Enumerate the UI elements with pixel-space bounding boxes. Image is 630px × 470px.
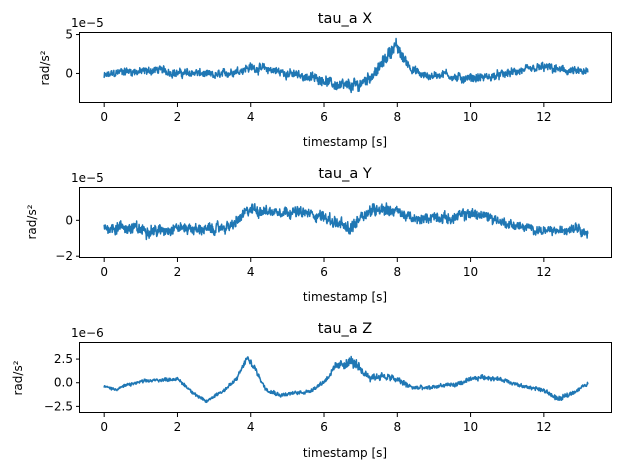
series-line (103, 37, 589, 94)
y-ticks: 05 (65, 28, 80, 80)
x-tick-label: 0 (100, 265, 108, 279)
x-tick-label: 6 (320, 110, 328, 124)
subplot-3: tau_a Z 1e−6 rad/s² timestamp [s] −2.5 0.… (11, 321, 612, 460)
y-tick-label: −2 (55, 249, 73, 263)
y-tick-label: 0.0 (54, 376, 73, 390)
x-tick-label: 4 (247, 110, 255, 124)
x-tick-label: 10 (463, 110, 478, 124)
y-axis-label: rad/s² (25, 204, 39, 239)
x-axis-label: timestamp [s] (303, 135, 387, 149)
series-line (103, 202, 589, 241)
x-axis-label: timestamp [s] (303, 290, 387, 304)
subplot-2: tau_a Y 1e−5 rad/s² timestamp [s] −2 0 0 2… (25, 166, 612, 304)
chart-title: tau_a Z (318, 321, 373, 337)
offset-text: 1e−5 (71, 16, 104, 30)
x-axis-label: timestamp [s] (303, 446, 387, 460)
series-line (103, 355, 589, 404)
x-tick-label: 4 (247, 420, 255, 434)
y-tick-label: 5 (65, 28, 73, 42)
x-tick-label: 10 (463, 420, 478, 434)
x-tick-label: 2 (174, 265, 182, 279)
x-ticks: 0 2 4 6 8 10 12 (100, 103, 551, 124)
axes-frame (79, 32, 612, 103)
x-tick-label: 10 (463, 265, 478, 279)
y-tick-label: −2.5 (44, 399, 73, 413)
x-tick-label: 8 (393, 110, 401, 124)
x-tick-label: 6 (320, 420, 328, 434)
x-tick-label: 8 (393, 265, 401, 279)
x-tick-label: 12 (536, 420, 551, 434)
x-ticks: 0 2 4 6 8 10 12 (100, 413, 551, 434)
y-axis-label: rad/s² (11, 360, 25, 395)
axes-frame (79, 342, 612, 413)
x-ticks: 0 2 4 6 8 10 12 (100, 258, 551, 279)
chart-title: tau_a X (318, 11, 373, 27)
x-tick-label: 0 (100, 110, 108, 124)
axes-frame (79, 187, 612, 258)
x-tick-label: 8 (393, 420, 401, 434)
y-ticks: −2.5 0.0 2.5 (44, 352, 80, 413)
offset-text: 1e−5 (71, 171, 104, 185)
offset-text: 1e−6 (71, 326, 104, 340)
y-tick-label: 0 (65, 213, 73, 227)
x-tick-label: 12 (536, 110, 551, 124)
x-tick-label: 2 (174, 420, 182, 434)
y-axis-label: rad/s² (38, 50, 52, 85)
y-tick-label: 0 (65, 66, 73, 80)
x-tick-label: 0 (100, 420, 108, 434)
x-tick-label: 2 (174, 110, 182, 124)
x-tick-label: 12 (536, 265, 551, 279)
chart-title: tau_a Y (318, 166, 372, 182)
y-ticks: −2 0 (55, 213, 80, 263)
x-tick-label: 4 (247, 265, 255, 279)
x-tick-label: 6 (320, 265, 328, 279)
y-tick-label: 2.5 (54, 352, 73, 366)
